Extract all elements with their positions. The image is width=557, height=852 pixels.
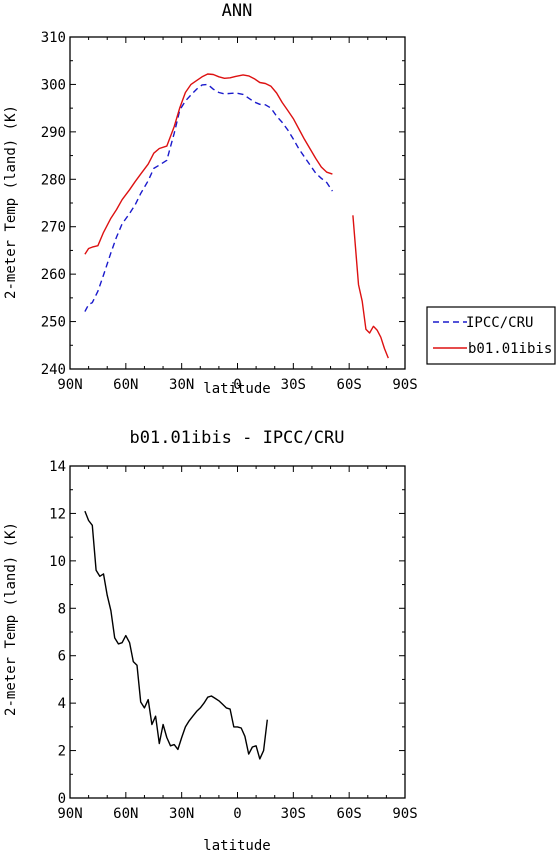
- x-tick-label: 30S: [281, 806, 306, 822]
- x-tick-label: 30S: [281, 377, 306, 393]
- plot-area: 90N 60N 30N 0 30S 60S 90S 0 2 4 6 8 10 12 14: [49, 459, 418, 822]
- x-tick-label: 30N: [169, 806, 194, 822]
- y-tick-label: 2: [58, 744, 66, 760]
- x-tick-label: 90S: [392, 377, 417, 393]
- plot-frame: [69, 465, 406, 799]
- y-tick-label: 280: [41, 172, 66, 188]
- y-tick-label: 300: [41, 77, 66, 93]
- x-axis-label: latitude: [203, 838, 270, 852]
- y-tick-label: 10: [49, 554, 66, 570]
- y-tick-label: 4: [58, 696, 66, 712]
- series-line-b01-01ibis: [352, 215, 389, 359]
- y-tick-label: 6: [58, 649, 66, 665]
- x-tick-label: 60S: [337, 806, 362, 822]
- chart-title: ANN: [222, 1, 253, 21]
- y-tick-label: 260: [41, 267, 66, 283]
- y-tick-label: 8: [58, 601, 66, 617]
- x-tick-label: 30N: [169, 377, 194, 393]
- top-chart: ANN 90N 60N 30N 0 30S 60S 90S 240 250 260 270 280 29…: [3, 1, 418, 397]
- plot-area: 90N 60N 30N 0 30S 60S 90S 240 250 260 270 280 290 300…: [41, 30, 418, 393]
- y-tick-label: 240: [41, 362, 66, 378]
- series-line-difference: [84, 510, 268, 760]
- y-axis-label: 2-meter Temp (land) (K): [3, 105, 19, 299]
- series-line-ipcc-cru: [84, 83, 333, 312]
- y-tick-label: 250: [41, 315, 66, 331]
- legend-label-ipcc-cru: IPCC/CRU: [466, 315, 533, 331]
- y-tick-label: 290: [41, 125, 66, 141]
- y-tick-label: 310: [41, 30, 66, 46]
- x-tick-label: 0: [233, 377, 241, 393]
- chart-title: b01.01ibis - IPCC/CRU: [130, 428, 345, 448]
- series-line-b01-01ibis: [84, 73, 333, 255]
- x-axis-label: latitude: [203, 381, 270, 397]
- y-tick-label: 12: [49, 506, 66, 522]
- x-tick-label: 60N: [113, 377, 138, 393]
- y-axis-label: 2-meter Temp (land) (K): [3, 522, 19, 716]
- x-tick-label: 90N: [57, 806, 82, 822]
- y-tick-label: 14: [49, 459, 66, 475]
- legend-label-b01-01ibis: b01.01ibis: [468, 341, 552, 357]
- legend-box: [426, 306, 556, 365]
- x-tick-label: 0: [233, 806, 241, 822]
- x-tick-label: 90N: [57, 377, 82, 393]
- x-tick-label: 60N: [113, 806, 138, 822]
- y-tick-label: 0: [58, 791, 66, 807]
- bottom-chart: b01.01ibis - IPCC/CRU 90N 60N 30N 0 30S 60S 90…: [3, 428, 418, 852]
- y-tick-label: 270: [41, 220, 66, 236]
- legend: IPCC/CRU b01.01ibis: [426, 306, 556, 365]
- x-tick-label: 90S: [392, 806, 417, 822]
- x-tick-label: 60S: [337, 377, 362, 393]
